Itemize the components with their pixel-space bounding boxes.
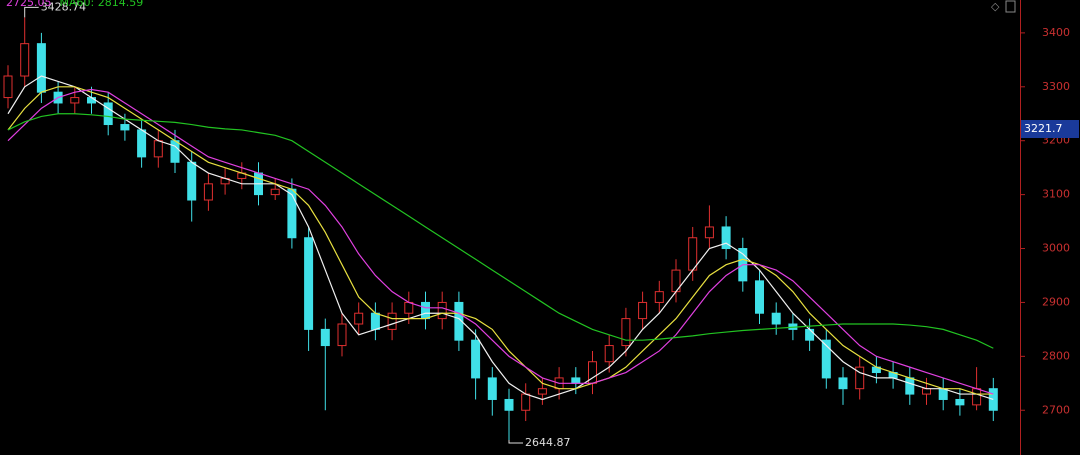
- annotation: 2644.87: [525, 436, 571, 449]
- candle-body: [270, 188, 280, 196]
- candle-body: [604, 345, 614, 363]
- annotation: 3428.74: [41, 0, 86, 13]
- candle-body: [3, 75, 13, 99]
- candle-body: [87, 97, 96, 104]
- candle-body: [36, 43, 46, 93]
- price-marker: 3221.7: [1024, 122, 1063, 135]
- candle-body: [203, 183, 213, 201]
- candle-body: [704, 226, 714, 239]
- annotation-arrow: [24, 6, 39, 18]
- candle-body: [454, 301, 464, 341]
- icon[interactable]: ◇: [991, 0, 1000, 13]
- candle-body: [721, 226, 731, 250]
- candle-body: [521, 393, 531, 411]
- candle-body: [972, 388, 982, 406]
- candle-body: [120, 124, 130, 131]
- legend-entry: MA60: 2814.59: [60, 0, 144, 9]
- candle-body: [187, 161, 197, 201]
- candle-body: [304, 237, 314, 330]
- candle-body: [755, 280, 764, 314]
- ma-line: [7, 75, 994, 401]
- candle-body: [838, 377, 848, 390]
- candle-body: [137, 129, 147, 158]
- ma-line: [7, 113, 994, 349]
- candle-body: [337, 323, 347, 347]
- candle-body: [771, 312, 781, 325]
- y-tick-label: 3300: [1042, 80, 1070, 93]
- candle-body: [621, 318, 631, 347]
- candle-body: [905, 377, 915, 395]
- candle-body: [805, 328, 815, 341]
- y-tick-label: 2900: [1042, 295, 1070, 308]
- ma-line: [7, 88, 994, 395]
- candle-body: [103, 102, 113, 126]
- candle-body: [922, 388, 931, 395]
- candle-body: [955, 398, 965, 406]
- candle-body: [938, 388, 948, 400]
- y-tick-label: 3100: [1042, 188, 1070, 201]
- y-tick-label: 2800: [1042, 349, 1070, 362]
- legend-entry: 2725.05: [6, 0, 52, 9]
- candle-body: [421, 301, 430, 320]
- candle-body: [404, 301, 414, 314]
- candle-body: [70, 97, 80, 104]
- y-tick-label: 3000: [1042, 242, 1070, 255]
- candle-body: [320, 328, 330, 347]
- candle-body: [688, 237, 698, 271]
- candle-body: [855, 366, 865, 390]
- candle-body: [654, 291, 664, 303]
- candle-body: [571, 377, 581, 384]
- candle-body: [170, 140, 180, 163]
- icon[interactable]: [1005, 0, 1016, 13]
- annotation-arrow: [508, 439, 523, 444]
- candle-body: [354, 312, 364, 325]
- candle-body: [638, 301, 648, 320]
- candle-body: [821, 339, 831, 379]
- candle-body: [471, 339, 481, 379]
- candle-body: [437, 301, 447, 320]
- candle-body: [537, 388, 547, 395]
- ma-line: [7, 86, 994, 395]
- candle-body: [153, 140, 163, 158]
- candle-body: [988, 388, 998, 411]
- candle-body: [487, 377, 497, 400]
- candle-body: [387, 312, 397, 330]
- y-tick-label: 2700: [1042, 403, 1070, 416]
- candle-body: [287, 188, 297, 239]
- candle-body: [20, 43, 30, 77]
- y-tick-label: 3400: [1042, 26, 1070, 39]
- candle-body: [370, 312, 380, 330]
- candle-body: [504, 398, 514, 411]
- price-marker-box: [1021, 120, 1079, 139]
